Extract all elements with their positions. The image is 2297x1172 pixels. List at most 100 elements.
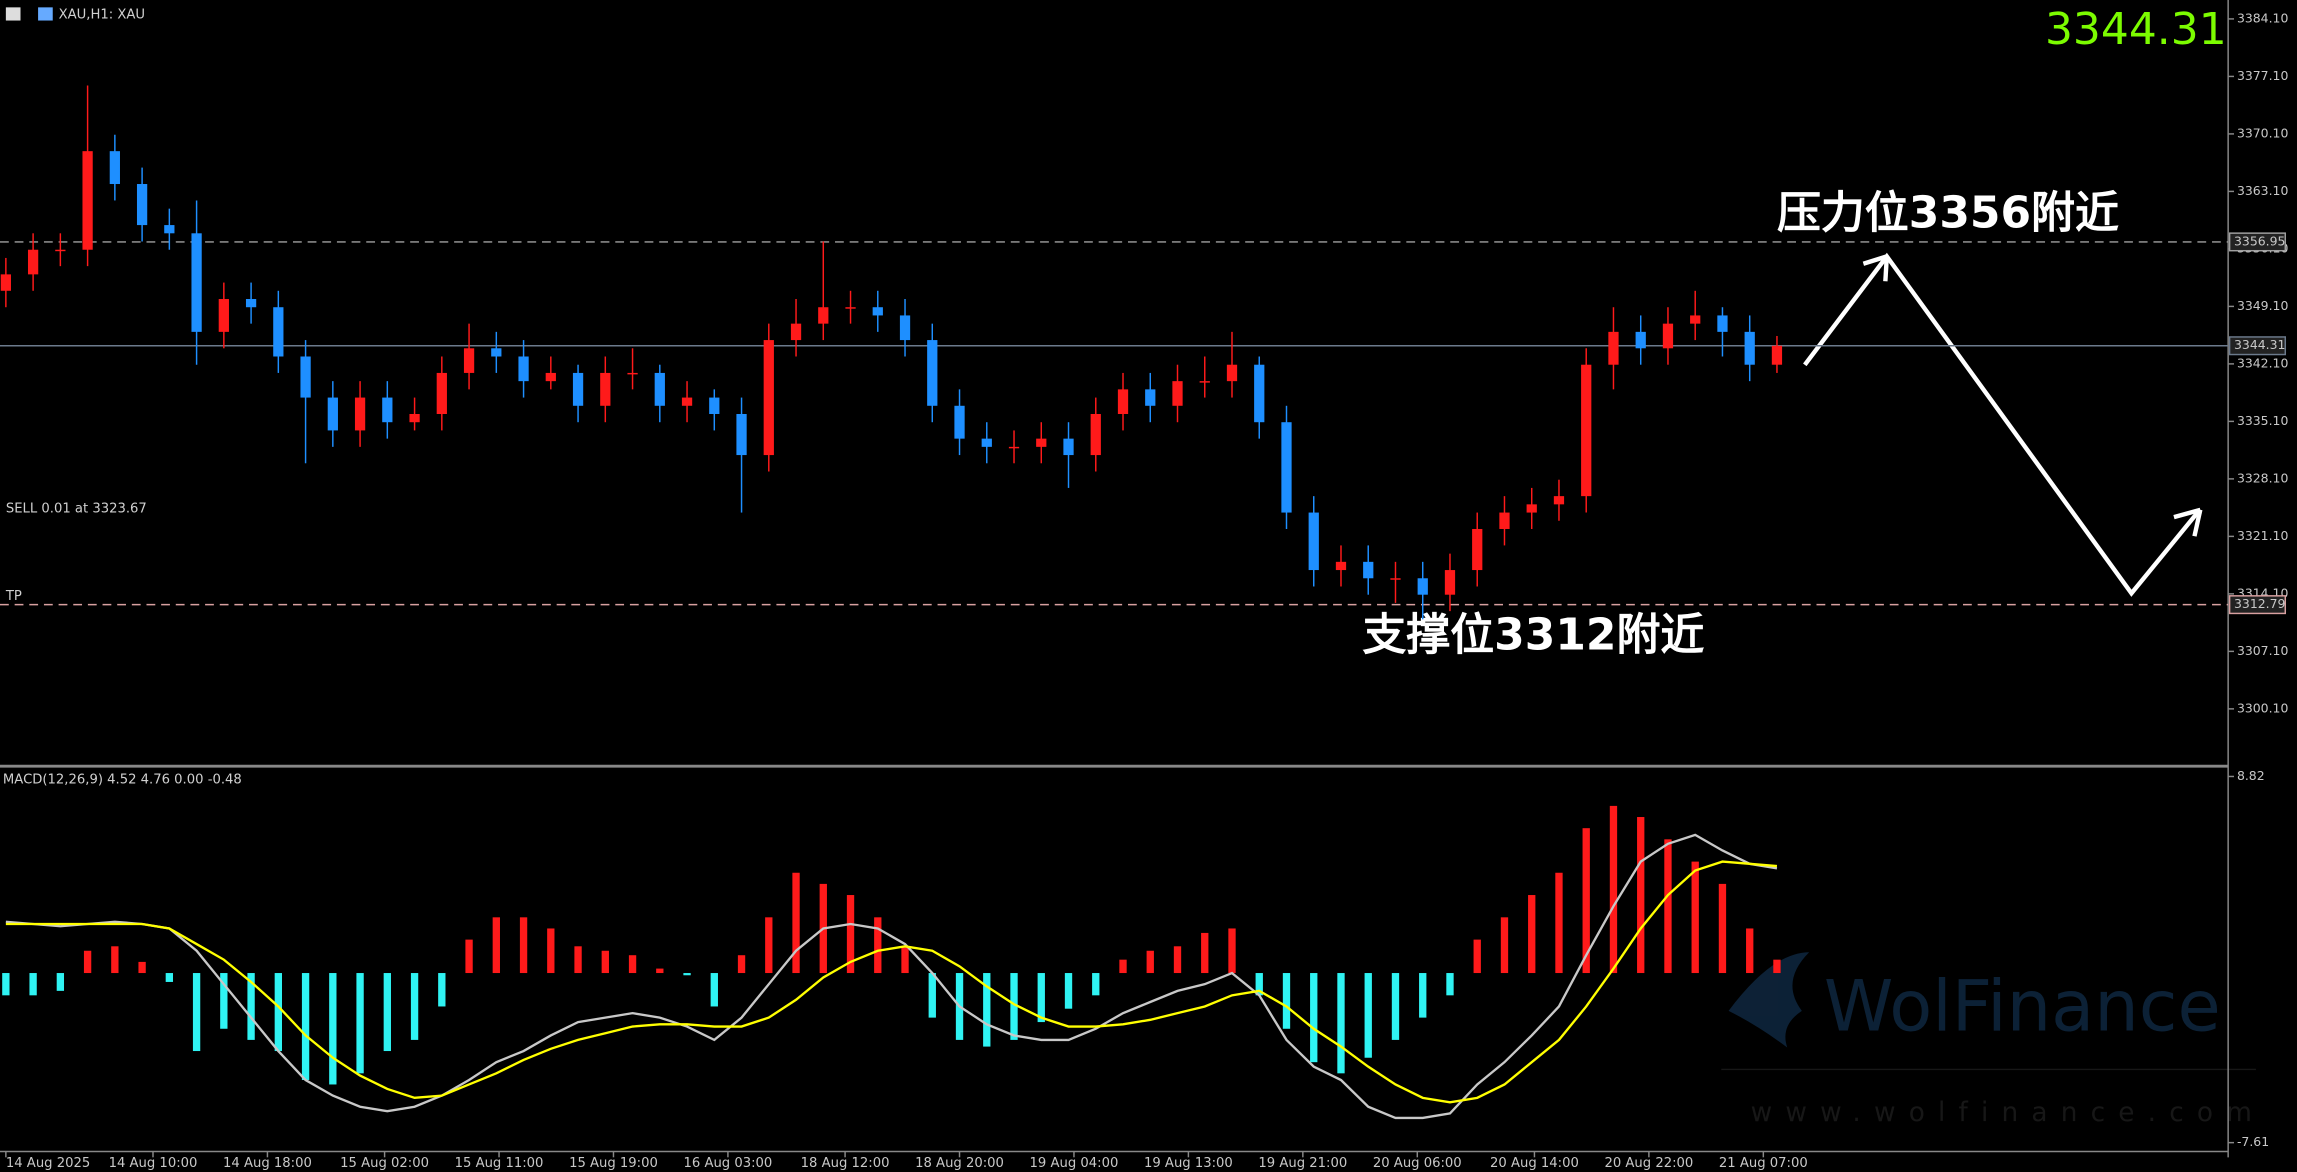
candle-body: [872, 307, 883, 316]
macd-histogram-bar: [1255, 973, 1263, 996]
macd-histogram-bar: [2, 973, 10, 996]
x-tick-label: 20 Aug 06:00: [1373, 1156, 1462, 1171]
candle-body: [1390, 578, 1401, 580]
candle-body: [463, 348, 475, 373]
x-tick-label: 19 Aug 21:00: [1258, 1156, 1347, 1171]
macd-histogram-bar: [601, 950, 609, 974]
macd-histogram-bar: [874, 917, 882, 974]
macd-histogram-bar: [1037, 973, 1045, 1023]
macd-histogram-bar: [1528, 895, 1536, 974]
candle-body: [1281, 422, 1292, 513]
candle-body: [627, 372, 638, 375]
macd-histogram-bar: [301, 973, 310, 1081]
watermark-brand: WolFinance: [1824, 965, 2221, 1047]
candle-body: [545, 372, 556, 382]
macd-histogram-bar: [901, 946, 909, 974]
watermark: WolFinance www.wolfinance.com: [1721, 952, 2266, 1128]
candle-body: [954, 405, 965, 439]
arrowhead: [1883, 256, 1890, 282]
macd-histogram-bar: [83, 950, 92, 974]
macd-histogram-bar: [1364, 973, 1372, 1058]
candle-body: [736, 413, 747, 456]
macd-histogram-bar: [111, 946, 119, 974]
candle-body: [1145, 389, 1156, 406]
x-tick-label: 14 Aug 2025: [6, 1156, 90, 1171]
candle-body: [27, 249, 39, 275]
candle-body: [1771, 345, 1783, 365]
candle-body: [0, 274, 11, 291]
candle-body: [164, 225, 175, 234]
price-tag: 3312.79: [2234, 596, 2286, 611]
macd-histogram-bar: [1773, 959, 1781, 974]
macd-histogram-bar: [138, 961, 146, 974]
x-tick-label: 20 Aug 22:00: [1604, 1156, 1693, 1171]
price-tag: 3356.95: [2234, 233, 2285, 248]
price-tag-box: [2228, 595, 2287, 615]
price-tag-box: [2228, 336, 2287, 356]
candle-body: [382, 397, 393, 423]
macd-histogram-bar: [1337, 973, 1345, 1074]
x-tick-label: 14 Aug 10:00: [109, 1156, 198, 1171]
candle-body: [1335, 561, 1347, 571]
macd-histogram-bar: [1173, 946, 1182, 974]
candle-body: [1363, 561, 1374, 579]
candle-body: [1690, 315, 1701, 324]
arrowhead: [1862, 254, 1888, 266]
candle-body: [1499, 512, 1510, 529]
candle-body: [1662, 323, 1674, 349]
y-tick-label: -7.61: [2237, 1134, 2269, 1149]
candle-body: [1444, 570, 1456, 595]
macd-histogram-bar: [765, 917, 773, 974]
candle-body: [1199, 381, 1210, 383]
symbol-title: XAU,H1: XAU: [59, 8, 145, 23]
macd-histogram-bar: [1582, 828, 1590, 974]
candle-body: [1254, 364, 1265, 423]
candle-body: [82, 151, 93, 250]
macd-histogram-bar: [56, 973, 65, 991]
x-tick-label: 19 Aug 13:00: [1144, 1156, 1233, 1171]
candle-body: [600, 372, 611, 406]
macd-histogram-bar: [1473, 939, 1481, 974]
macd-histogram-bar: [1500, 917, 1509, 974]
price-tag: 3344.31: [2234, 337, 2285, 352]
candle-body: [1717, 315, 1728, 332]
candle-body: [1744, 331, 1755, 365]
macd-histogram-bar: [1310, 973, 1318, 1063]
candle-body: [818, 307, 829, 324]
candle-body: [763, 340, 774, 456]
macd-histogram-bar: [1419, 973, 1427, 1018]
macd-histogram-bar: [1718, 883, 1727, 974]
order-label: SELL 0.01 at 3323.67: [6, 501, 147, 516]
candle-body: [191, 233, 202, 332]
candle-body: [654, 372, 665, 406]
period-icon: [38, 7, 53, 21]
macd-histogram-bar: [329, 973, 337, 1085]
macd-histogram-bar: [1609, 805, 1618, 974]
candle-body: [790, 323, 802, 341]
macd-histogram-bar: [274, 973, 282, 1052]
macd-histogram-bar: [983, 973, 991, 1047]
candle-body: [109, 151, 120, 185]
watermark-url: www.wolfinance.com: [1751, 1098, 2266, 1128]
x-tick-label: 20 Aug 14:00: [1490, 1156, 1579, 1171]
y-tick-label: 3335.10: [2237, 413, 2289, 428]
candle-body: [981, 438, 992, 447]
candle-body: [899, 315, 911, 341]
y-tick-label: 3349.10: [2237, 298, 2289, 313]
x-tick-label: 16 Aug 03:00: [684, 1156, 773, 1171]
y-tick-label: 3384.10: [2237, 10, 2289, 25]
support-label: 支撑位3312附近: [1362, 609, 1704, 660]
candle-body: [218, 299, 229, 332]
candle-body: [273, 307, 284, 357]
macd-histogram-bar: [383, 973, 391, 1052]
candle-body: [136, 184, 148, 226]
macd-histogram-bar: [737, 955, 746, 974]
macd-histogram-bar: [1092, 973, 1100, 996]
candle-body: [709, 397, 720, 414]
resistance-label: 压力位3356附近: [1777, 187, 2119, 238]
candle-body: [1608, 331, 1619, 365]
candle-body: [518, 356, 529, 382]
macd-histogram-bar: [846, 895, 855, 974]
macd-histogram-bar: [628, 955, 637, 974]
